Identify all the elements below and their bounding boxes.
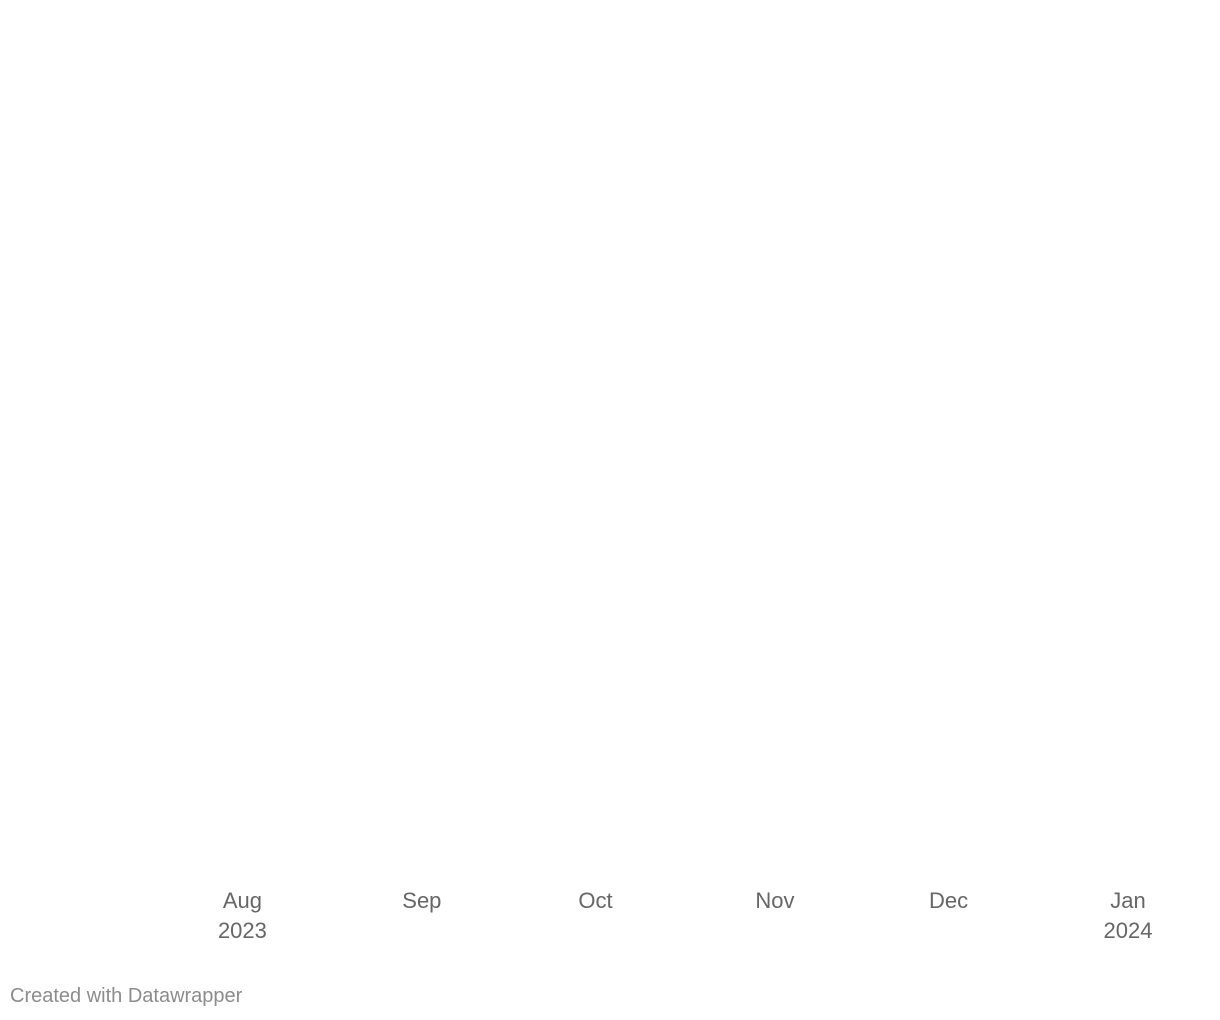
x-tick-label: Sep (402, 888, 441, 913)
x-tick-label: Nov (755, 888, 794, 913)
credit-text: Created with Datawrapper (10, 985, 243, 1007)
x-axis: Aug 2023 Sep Oct Nov Dec Jan 2024 (218, 888, 1153, 943)
line-chart: 125130135140145150155160165 Aug2023SepOc… (218, 888, 1153, 943)
x-tick-year-label: 2023 (218, 918, 267, 943)
x-tick-label: Aug (223, 888, 262, 913)
x-tick-label: Oct (578, 888, 612, 913)
x-tick-label: Jan (1110, 888, 1145, 913)
x-tick-label: Dec (929, 888, 968, 913)
x-tick-year-label: 2024 (1104, 918, 1153, 943)
